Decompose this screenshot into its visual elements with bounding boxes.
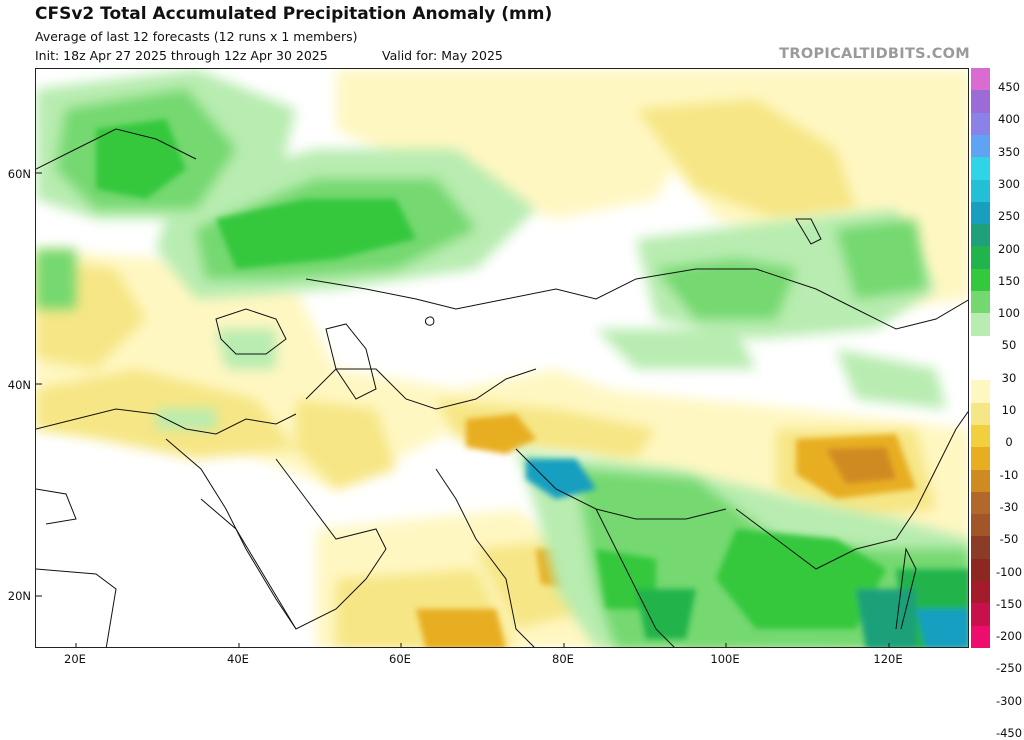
colorbar-label: -150	[995, 596, 1023, 611]
lat-label-20n: 20N	[7, 589, 31, 603]
lon-label-20e: 20E	[64, 652, 86, 666]
colorbar-swatch	[971, 581, 990, 604]
colorbar-label: 250	[998, 209, 1020, 224]
lon-label-100e: 100E	[710, 652, 740, 666]
graticule-ticks	[36, 172, 890, 647]
valid-time: Valid for: May 2025	[382, 48, 503, 63]
lat-label-60n: 60N	[7, 167, 31, 181]
colorbar-label: 150	[998, 273, 1020, 288]
colorbar-swatch	[971, 313, 990, 337]
colorbar-swatch	[971, 90, 990, 114]
colorbar-swatch	[971, 224, 990, 247]
colorbar-label: 0	[1005, 435, 1013, 450]
colorbar-swatch	[971, 246, 990, 270]
colorbar-label: -100	[995, 564, 1023, 579]
title: CFSv2 Total Accumulated Precipitation An…	[35, 4, 553, 24]
colorbar-swatch	[971, 291, 990, 314]
map-panel[interactable]	[35, 68, 969, 648]
coastlines-borders	[36, 128, 968, 647]
colorbar-swatch	[971, 447, 990, 471]
colorbar-swatch	[971, 68, 990, 91]
colorbar-label: 50	[1001, 338, 1017, 353]
init-time: Init: 18z Apr 27 2025 through 12z Apr 30…	[35, 48, 328, 63]
colorbar-label: 200	[998, 241, 1020, 256]
colorbar-label: 100	[998, 306, 1020, 321]
lon-label-40e: 40E	[227, 652, 249, 666]
colorbar-label: 450	[998, 80, 1020, 94]
colorbar-label: 350	[998, 144, 1020, 159]
colorbar-swatch	[971, 380, 990, 404]
colorbar	[971, 68, 990, 649]
colorbar-label: 30	[1001, 370, 1017, 385]
colorbar-label: -450	[995, 726, 1023, 740]
colorbar-swatch	[971, 469, 990, 493]
subtitle: Average of last 12 forecasts (12 runs x …	[35, 29, 358, 44]
colorbar-swatch	[971, 536, 990, 560]
colorbar-swatch	[971, 112, 990, 136]
colorbar-swatch	[971, 558, 990, 582]
colorbar-label: -10	[999, 467, 1019, 482]
colorbar-label: 10	[1001, 403, 1017, 417]
colorbar-swatch	[971, 201, 990, 225]
colorbar-swatch	[971, 268, 990, 292]
colorbar-label: -200	[995, 629, 1023, 644]
colorbar-swatch	[971, 603, 990, 627]
colorbar-swatch	[971, 179, 990, 203]
lon-label-120e: 120E	[873, 652, 903, 666]
precip-anomaly-map	[36, 69, 968, 647]
colorbar-label: -250	[995, 661, 1023, 676]
colorbar-label: -50	[999, 532, 1019, 547]
colorbar-label: 400	[998, 112, 1020, 127]
colorbar-label: -30	[999, 499, 1019, 514]
brand-watermark: TROPICALTIDBITS.COM	[779, 46, 970, 62]
colorbar-swatch	[971, 491, 990, 515]
colorbar-swatch	[971, 424, 990, 448]
colorbar-swatch	[971, 157, 990, 181]
lon-label-80e: 80E	[552, 652, 574, 666]
colorbar-swatch	[971, 402, 990, 426]
lat-label-40n: 40N	[7, 378, 31, 392]
anomaly-wet-strong	[96, 119, 968, 647]
colorbar-swatch	[971, 625, 990, 649]
colorbar-swatch	[971, 134, 990, 158]
colorbar-swatch	[971, 514, 990, 537]
colorbar-swatch	[971, 335, 990, 359]
colorbar-label: -300	[995, 693, 1023, 708]
lon-label-60e: 60E	[389, 652, 411, 666]
colorbar-swatch	[971, 358, 990, 381]
colorbar-label: 300	[998, 176, 1020, 191]
